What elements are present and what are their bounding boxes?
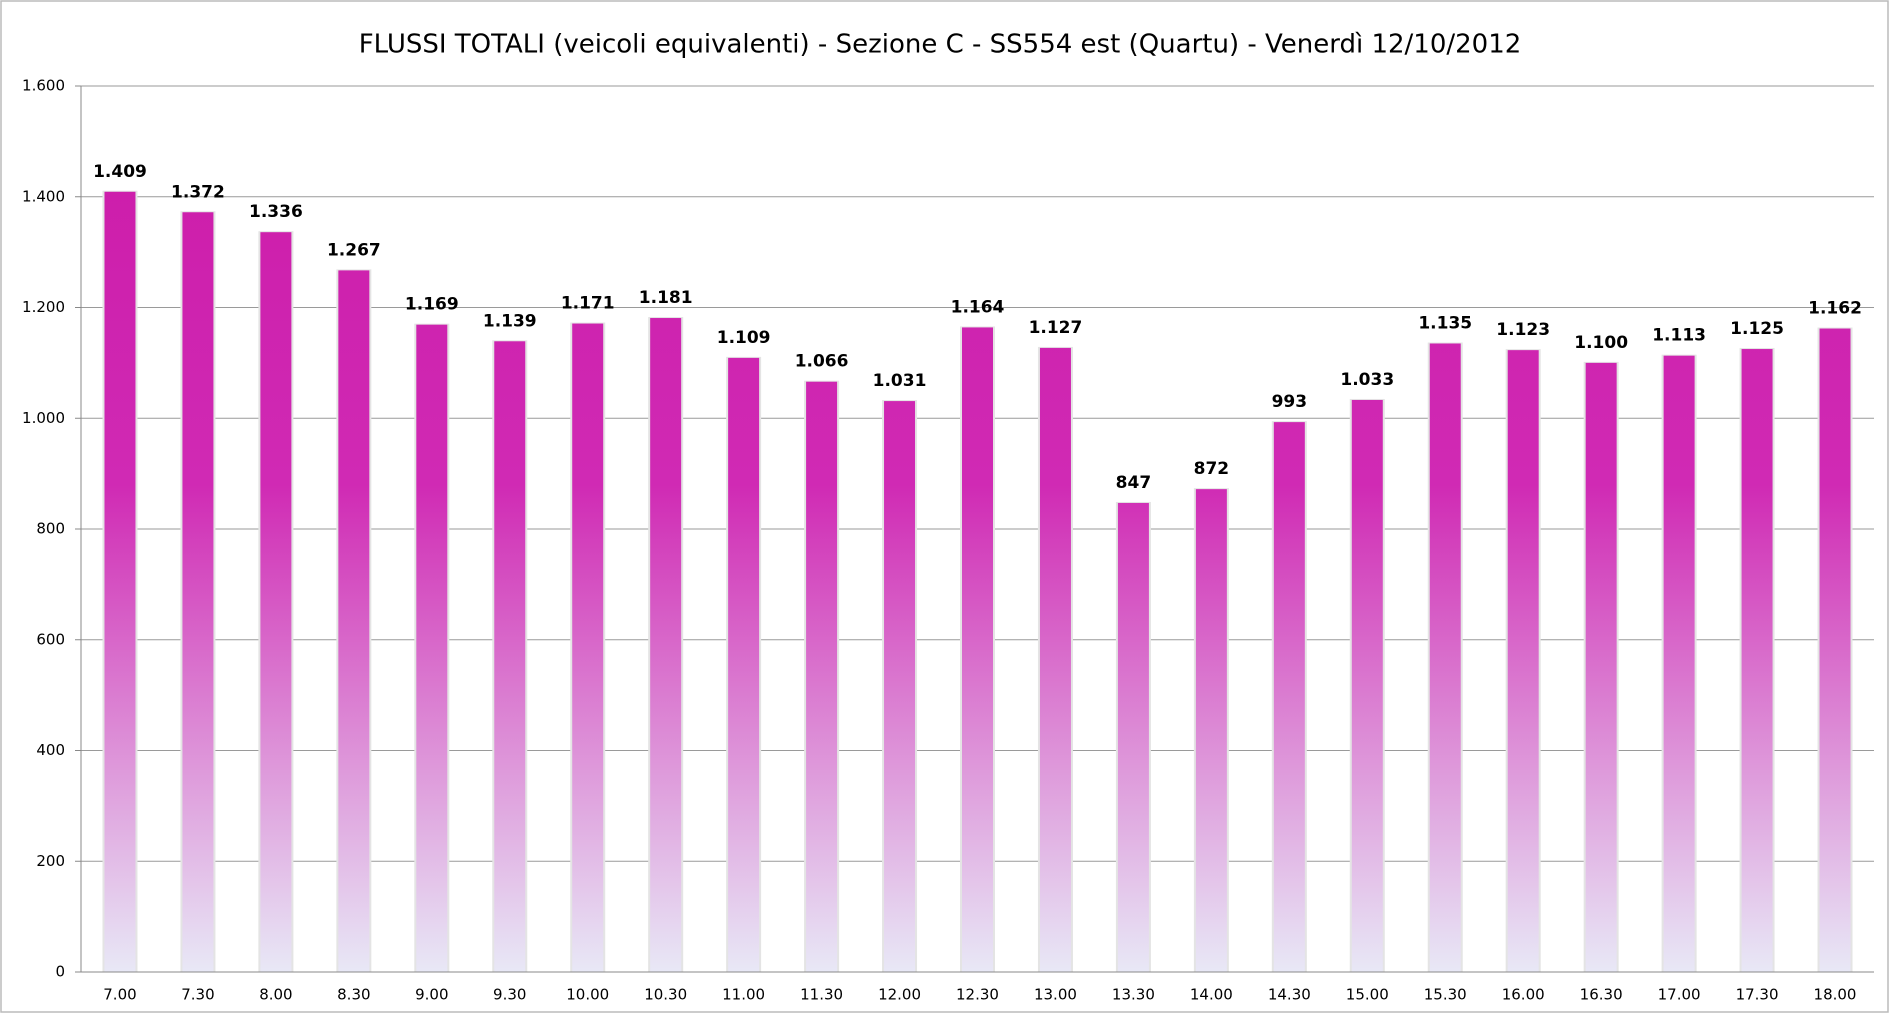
value-label: 1.336 [249, 202, 303, 222]
bar [1585, 362, 1617, 972]
bar [416, 324, 448, 972]
x-tick-label: 7.00 [103, 986, 136, 1004]
y-tick-label: 1.200 [22, 298, 65, 316]
value-label: 993 [1272, 392, 1308, 412]
value-label: 872 [1194, 459, 1230, 479]
x-tick-label: 8.30 [337, 986, 370, 1004]
y-tick-label: 1.400 [22, 187, 65, 205]
bar [1819, 328, 1851, 973]
x-tick-label: 13.00 [1034, 986, 1077, 1004]
x-tick-label: 18.00 [1814, 986, 1857, 1004]
x-tick-label: 9.30 [493, 986, 526, 1004]
bar [1741, 349, 1773, 972]
bar [1117, 502, 1149, 972]
bar [572, 323, 604, 973]
bar [1507, 350, 1539, 972]
y-tick-label: 600 [36, 630, 65, 648]
bar [806, 381, 838, 972]
value-label: 1.100 [1574, 333, 1628, 353]
bar [962, 327, 993, 972]
bar [494, 341, 526, 972]
bar [260, 232, 292, 972]
value-label: 1.125 [1730, 319, 1784, 339]
x-tick-label: 14.00 [1190, 986, 1233, 1004]
bar [1663, 355, 1695, 972]
value-label: 1.123 [1496, 320, 1550, 340]
value-label: 847 [1116, 473, 1152, 493]
value-label: 1.127 [1029, 318, 1083, 338]
bar [1039, 347, 1071, 973]
x-tick-label: 13.30 [1112, 986, 1155, 1004]
value-label: 1.181 [639, 288, 693, 308]
bar [1195, 489, 1227, 972]
x-tick-label: 12.00 [878, 986, 921, 1004]
x-tick-label: 15.30 [1424, 986, 1467, 1004]
bar [182, 212, 214, 972]
bar [338, 270, 370, 972]
value-label: 1.169 [405, 295, 459, 315]
value-label: 1.171 [561, 294, 615, 314]
bar [650, 318, 682, 972]
y-tick-label: 400 [36, 741, 65, 759]
value-label: 1.113 [1652, 326, 1706, 346]
bar [104, 191, 136, 973]
value-label: 1.164 [951, 297, 1005, 317]
x-tick-label: 16.30 [1580, 986, 1623, 1004]
x-tick-label: 15.00 [1346, 986, 1389, 1004]
bar [1351, 399, 1383, 972]
x-tick-label: 9.00 [415, 986, 448, 1004]
value-label: 1.267 [327, 240, 381, 260]
value-label: 1.135 [1418, 313, 1472, 333]
value-label: 1.066 [795, 352, 849, 372]
x-tick-label: 10.00 [566, 986, 609, 1004]
y-tick-label: 0 [55, 963, 65, 981]
bar [1273, 422, 1305, 973]
bar [1429, 343, 1461, 972]
y-tick-label: 800 [36, 520, 65, 538]
bar [728, 357, 760, 972]
x-tick-label: 12.30 [956, 986, 999, 1004]
x-tick-label: 11.00 [722, 986, 765, 1004]
value-label: 1.372 [171, 182, 225, 202]
value-label: 1.031 [873, 371, 927, 391]
x-tick-label: 8.00 [259, 986, 292, 1004]
x-tick-label: 17.00 [1658, 986, 1701, 1004]
bar [884, 401, 916, 972]
y-tick-label: 200 [36, 852, 65, 870]
value-label: 1.409 [93, 162, 147, 182]
value-label: 1.109 [717, 328, 771, 348]
y-tick-label: 1.600 [22, 77, 65, 95]
value-label: 1.162 [1808, 299, 1862, 319]
value-label: 1.139 [483, 311, 537, 331]
x-tick-label: 7.30 [181, 986, 214, 1004]
x-tick-label: 14.30 [1268, 986, 1311, 1004]
x-tick-label: 16.00 [1502, 986, 1545, 1004]
chart-title: FLUSSI TOTALI (veicoli equivalenti) - Se… [359, 30, 1522, 60]
x-tick-label: 17.30 [1736, 986, 1779, 1004]
value-label: 1.033 [1340, 370, 1394, 390]
x-tick-label: 10.30 [644, 986, 687, 1004]
y-tick-label: 1.000 [22, 409, 65, 427]
x-tick-label: 11.30 [800, 986, 843, 1004]
